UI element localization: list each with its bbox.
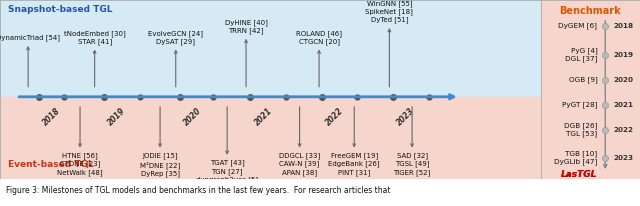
Text: 2022: 2022	[324, 107, 346, 128]
Text: PyG [4]
DGL [37]: PyG [4] DGL [37]	[565, 47, 597, 62]
Bar	[0, 0, 541, 97]
Text: JODIE [15]
M²DNE [22]
DyRep [35]: JODIE [15] M²DNE [22] DyRep [35]	[140, 152, 180, 177]
Text: Figure 3: Milestones of TGL models and benchmarks in the last few years.  For re: Figure 3: Milestones of TGL models and b…	[6, 186, 391, 195]
Text: Event-based TGL: Event-based TGL	[8, 160, 93, 169]
Text: 2018: 2018	[613, 23, 634, 29]
Text: Snapshot-based TGL: Snapshot-based TGL	[8, 5, 113, 14]
Text: Benchmark: Benchmark	[559, 6, 621, 16]
Text: DyHINE [40]
TRRN [42]: DyHINE [40] TRRN [42]	[225, 19, 268, 34]
Text: PyGT [28]: PyGT [28]	[562, 102, 597, 108]
Text: TGAT [43]
TGN [27]
dyngraph2vec [5]: TGAT [43] TGN [27] dyngraph2vec [5]	[196, 159, 258, 183]
Text: tNodeEmbed [30]
STAR [41]: tNodeEmbed [30] STAR [41]	[64, 30, 125, 45]
Text: OGB [9]: OGB [9]	[568, 76, 597, 83]
Text: TGB [10]
DyGLib [47]: TGB [10] DyGLib [47]	[554, 150, 597, 165]
Text: 2018: 2018	[41, 107, 62, 128]
Text: 2019: 2019	[613, 52, 634, 58]
Text: ROLAND [46]
CTGCN [20]: ROLAND [46] CTGCN [20]	[296, 30, 342, 45]
Text: DDGCL [33]
CAW-N [39]
APAN [38]: DDGCL [33] CAW-N [39] APAN [38]	[279, 152, 320, 176]
Text: DyGEM [6]: DyGEM [6]	[559, 23, 597, 29]
Text: EvolveGCN [24]
DySAT [29]: EvolveGCN [24] DySAT [29]	[148, 30, 204, 45]
Text: 2019: 2019	[106, 107, 127, 128]
Text: 2021: 2021	[613, 102, 633, 108]
Text: 2022: 2022	[613, 127, 633, 133]
Bar	[0, 97, 541, 179]
Text: TiaRa [16]
WinGNN [55]
SpikeNet [18]
DyTed [51]: TiaRa [16] WinGNN [55] SpikeNet [18] DyT…	[365, 0, 413, 23]
Text: 2023: 2023	[613, 155, 633, 161]
Text: HTNE [56]
CTDNE [23]
NetWalk [48]: HTNE [56] CTDNE [23] NetWalk [48]	[57, 152, 103, 176]
Text: 2021: 2021	[253, 107, 274, 128]
Text: SAD [32]
TGSL [49]
TIGER [52]: SAD [32] TGSL [49] TIGER [52]	[394, 152, 431, 176]
Text: 2023: 2023	[396, 107, 417, 128]
Text: FreeGEM [19]
EdgeBank [26]
PINT [31]: FreeGEM [19] EdgeBank [26] PINT [31]	[328, 152, 380, 176]
Text: DynamicTriad [54]: DynamicTriad [54]	[0, 34, 60, 41]
Text: LᴀsTGL: LᴀsTGL	[561, 170, 597, 179]
Text: DGB [26]
TGL [53]: DGB [26] TGL [53]	[564, 123, 597, 137]
Text: 2020: 2020	[613, 77, 633, 83]
Text: 2020: 2020	[182, 107, 203, 128]
Text: LasTGL: LasTGL	[561, 170, 597, 179]
